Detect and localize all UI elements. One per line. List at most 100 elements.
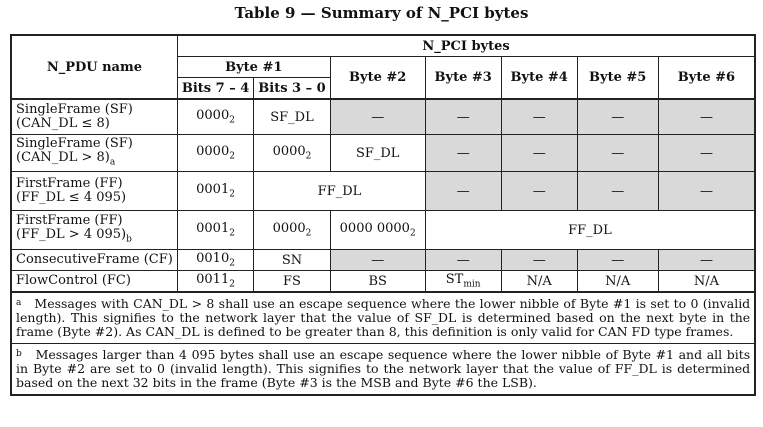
cell-byte6: — [657,134,756,172]
row-name: FirstFrame (FF) (FF_DL > 4 095)b [10,210,178,250]
cell-byte3: — [424,134,502,172]
header-byte5: Byte #5 [576,56,659,100]
cell-byte6: N/A [657,270,756,293]
footnote-mark-b: b [16,349,22,359]
cell-bits-7-4: 00012 [176,210,255,250]
subscript: 2 [409,228,416,239]
value: 0000 [196,108,230,124]
header-byte3: Byte #3 [424,56,502,100]
subscript: 2 [305,151,312,162]
subscript: 2 [229,279,235,290]
row-name: FirstFrame (FF) (FF_DL ≤ 4 095) [10,171,178,211]
table-row: SingleFrame (SF) (CAN_DL > 8)a 00002 000… [10,134,756,172]
cell-byte2: SF_DL [329,134,426,172]
cell-byte6: — [657,249,756,271]
row-name-line1: FirstFrame (FF) [16,212,123,228]
table-row: ConsecutiveFrame (CF) 00102 SN — — — — — [10,249,756,271]
cell-byte4: — [500,134,578,172]
row-name-line2: (FF_DL ≤ 4 095) [16,190,127,205]
value: 0000 [272,221,306,237]
row-name-text: (CAN_DL > 8) [16,149,110,165]
cell-byte2: — [329,98,426,135]
cell-byte4: — [500,98,578,135]
table-row: FlowControl (FC) 00112 FS BS STmin N/A N… [10,270,756,293]
value: 0010 [196,251,230,267]
cell-byte4: — [500,249,578,271]
cell-byte5: N/A [576,270,659,293]
subscript: min [463,279,481,290]
cell-bits-3-0: SN [253,249,331,271]
cell-byte2: BS [329,270,426,293]
subscript: 2 [229,258,235,269]
table-title: Table 9 — Summary of N_PCI bytes [234,4,529,22]
cell-bits-7-4: 00002 [176,98,255,135]
row-name: ConsecutiveFrame (CF) [10,249,178,271]
subscript: 2 [229,115,235,126]
cell-bits-7-4: 00102 [176,249,255,271]
cell-bits-7-4: 00002 [176,134,255,172]
cell-bits-3-0: 00002 [253,210,331,250]
row-name-line2: (CAN_DL ≤ 8) [16,116,110,131]
footnote-mark-a: a [16,298,22,308]
row-name: SingleFrame (SF) (CAN_DL > 8)a [10,134,178,172]
footnote-ref-b: b [126,234,132,245]
row-name: FlowControl (FC) [10,270,178,293]
table-row: SingleFrame (SF) (CAN_DL ≤ 8) 00002 SF_D… [10,98,756,135]
cell-byte2: — [329,249,426,271]
cell-bits-3-0: SF_DL [253,98,331,135]
footnote-ref-a: a [109,157,116,168]
cell-byte4: N/A [500,270,578,293]
subscript: 2 [229,228,235,239]
footnote-b: b Messages larger than 4 095 bytes shall… [10,343,756,396]
footnote-row: b Messages larger than 4 095 bytes shall… [10,343,756,396]
footnote-row: a Messages with CAN_DL > 8 shall use an … [10,291,756,344]
row-name-line1: SingleFrame (SF) [16,135,133,151]
header-bits-7-4: Bits 7 – 4 [176,77,255,100]
npci-summary-table: N_PDU name N_PCI bytes Byte #1 Byte #2 B… [10,34,757,396]
subscript: 2 [305,228,312,239]
value: 0000 [196,144,230,160]
header-byte1: Byte #1 [176,56,331,78]
header-bits-3-0: Bits 3 – 0 [253,77,331,100]
cell-byte2: 0000 00002 [329,210,426,250]
subscript: 2 [229,189,235,200]
cell-ff-dl: FF_DL [424,210,756,250]
row-name-line2: (CAN_DL > 8)a [16,149,173,170]
value: 0001 [196,182,230,198]
header-byte4: Byte #4 [500,56,578,100]
footnote-b-text: Messages larger than 4 095 bytes shall u… [16,347,751,390]
value: 0001 [196,221,230,237]
subscript: 2 [229,151,235,162]
cell-byte3: — [424,98,502,135]
row-name-line1: SingleFrame (SF) [16,102,133,117]
footnote-a-text: Messages with CAN_DL > 8 shall use an es… [16,296,751,339]
cell-byte5: — [576,98,659,135]
cell-ff-dl: FF_DL [253,171,426,211]
table-row: FirstFrame (FF) (FF_DL ≤ 4 095) 00012 FF… [10,171,756,211]
cell-byte5: — [576,249,659,271]
header-npdu-name: N_PDU name [10,34,178,100]
row-name-line1: FirstFrame (FF) [16,176,123,191]
cell-byte6: — [657,98,756,135]
cell-bits-7-4: 00112 [176,270,255,293]
header-npci-bytes: N_PCI bytes [176,34,756,57]
cell-byte4: — [500,171,578,211]
value: ST [445,272,464,288]
cell-bits-3-0: FS [253,270,331,293]
row-name-line2: (FF_DL > 4 095)b [16,227,173,247]
value: 0011 [196,272,230,288]
cell-byte6: — [657,171,756,211]
value: 0000 0000 [339,221,410,237]
value: 0000 [272,144,306,160]
cell-byte5: — [576,134,659,172]
cell-byte3: — [424,171,502,211]
footnote-a: a Messages with CAN_DL > 8 shall use an … [10,291,756,344]
cell-byte3: — [424,249,502,271]
table-row: FirstFrame (FF) (FF_DL > 4 095)b 00012 0… [10,210,756,250]
header-byte6: Byte #6 [657,56,756,100]
header-byte2: Byte #2 [329,56,426,100]
cell-byte3: STmin [424,270,502,293]
cell-byte5: — [576,171,659,211]
cell-bits-7-4: 00012 [176,171,255,211]
cell-bits-3-0: 00002 [253,134,331,172]
